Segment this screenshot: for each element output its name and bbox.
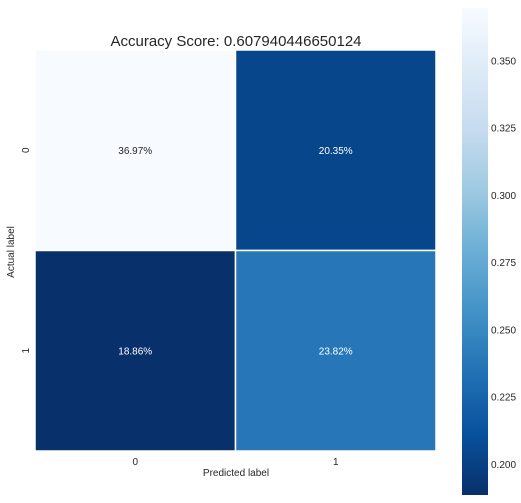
colorbar-tick-label: 0.275 <box>491 258 516 269</box>
x-tick-label: 0 <box>132 457 138 468</box>
heatmap-cells: 36.97% 20.35% 18.86% 23.82% <box>34 49 437 452</box>
colorbar <box>462 8 488 495</box>
x-axis-label: Predicted label <box>203 468 269 479</box>
heatmap-cell <box>234 249 437 452</box>
y-tick-label: 0 <box>21 147 32 153</box>
colorbar-tick-labels: 0.200 0.225 0.250 0.275 0.300 0.325 0.350 <box>491 56 516 470</box>
y-axis-label: Actual label <box>6 226 17 278</box>
colorbar-tick-label: 0.225 <box>491 393 516 404</box>
y-tick-labels: 01 <box>21 147 32 354</box>
y-tick-label: 1 <box>21 348 32 354</box>
colorbar-tick-label: 0.250 <box>491 325 516 336</box>
heatmap-cell <box>234 49 437 252</box>
colorbar-tick-label: 0.350 <box>491 56 516 67</box>
heatmap-cell <box>34 49 237 252</box>
chart-title: Accuracy Score: 0.607940446650124 <box>110 33 361 50</box>
cell-annotation: 36.97% <box>118 146 152 157</box>
colorbar-tick-label: 0.325 <box>491 124 516 135</box>
colorbar-tick-label: 0.200 <box>491 460 516 471</box>
heatmap-cell <box>34 249 237 452</box>
cell-annotation: 20.35% <box>319 146 353 157</box>
cell-annotation: 23.82% <box>319 346 353 357</box>
cell-annotation: 18.86% <box>118 346 152 357</box>
x-tick-label: 1 <box>333 457 339 468</box>
colorbar-tick-label: 0.300 <box>491 191 516 202</box>
